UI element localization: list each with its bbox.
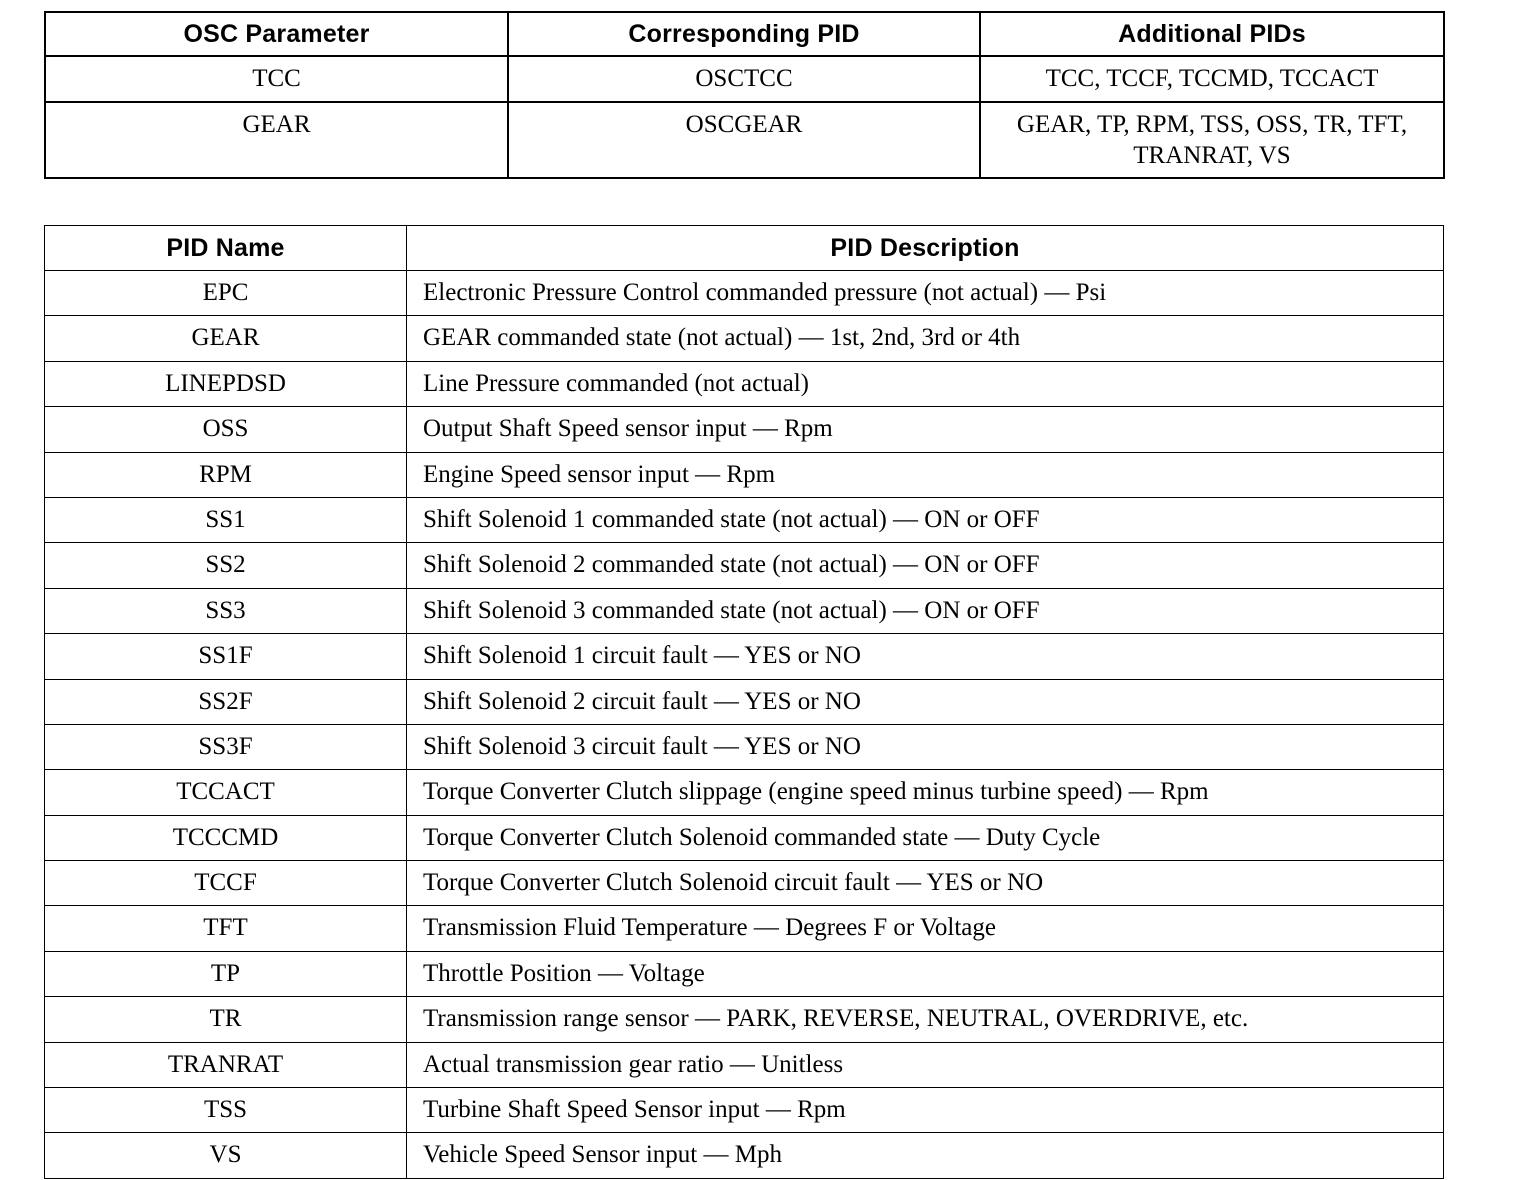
table-row: GEAR OSCGEAR GEAR, TP, RPM, TSS, OSS, TR…	[44, 101, 1445, 179]
column-header: PID Name	[44, 225, 407, 271]
table-row: SS2 Shift Solenoid 2 commanded state (not…	[44, 542, 1444, 589]
pid-description-cell: Shift Solenoid 2 circuit fault — YES or …	[406, 678, 1444, 725]
table-row: TSS Turbine Shaft Speed Sensor input — Rp…	[44, 1087, 1444, 1134]
pid-name-cell: LINEPDSD	[44, 360, 407, 408]
pid-name-cell: TR	[44, 996, 407, 1043]
pid-description-cell: Line Pressure commanded (not actual)	[406, 360, 1444, 408]
additional-pids-cell: GEAR, TP, RPM, TSS, OSS, TR, TFT, TRANRA…	[979, 101, 1445, 179]
table-row: TCCF Torque Converter Clutch Solenoid cir…	[44, 860, 1444, 907]
table-row: TP Throttle Position — Voltage	[44, 950, 1444, 998]
pid-name-cell: SS1	[44, 496, 407, 544]
pid-description-cell: Transmission range sensor — PARK, REVERS…	[406, 996, 1444, 1043]
table-row: TR Transmission range sensor — PARK, REVE…	[44, 996, 1444, 1043]
table-row: TRANRAT Actual transmission gear ratio — …	[44, 1041, 1444, 1089]
additional-pids-cell: TCC, TCCF, TCCMD, TCCACT	[979, 55, 1445, 103]
pid-description-cell: Shift Solenoid 3 commanded state (not ac…	[406, 587, 1444, 635]
pid-name-cell: TSS	[44, 1087, 407, 1134]
table-header-row: PID Name PID Description	[44, 225, 1444, 271]
table-row: TFT Transmission Fluid Temperature — Degr…	[44, 905, 1444, 952]
pid-description-cell: Shift Solenoid 1 commanded state (not ac…	[406, 496, 1444, 544]
column-header: OSC Parameter	[44, 11, 509, 57]
corresponding-pid-cell: OSCGEAR	[507, 101, 981, 179]
table-header-row: OSC Parameter Corresponding PID Addition…	[44, 11, 1445, 57]
pid-name-cell: TCCF	[44, 860, 407, 907]
osc-parameter-cell: GEAR	[44, 101, 509, 179]
pid-description-cell: Throttle Position — Voltage	[406, 950, 1444, 998]
pid-name-cell: EPC	[44, 269, 407, 317]
table-row: VS Vehicle Speed Sensor input — Mph	[44, 1132, 1444, 1179]
osc-parameter-table: OSC Parameter Corresponding PID Addition…	[44, 11, 1445, 179]
pid-name-cell: TCCACT	[44, 769, 407, 816]
pid-description-cell: Torque Converter Clutch Solenoid circuit…	[406, 860, 1444, 907]
pid-name-cell: SS2	[44, 542, 407, 589]
pid-description-cell: Turbine Shaft Speed Sensor input — Rpm	[406, 1087, 1444, 1134]
pid-description-cell: Engine Speed sensor input — Rpm	[406, 451, 1444, 498]
pid-description-cell: Shift Solenoid 2 commanded state (not ac…	[406, 542, 1444, 589]
pid-description-cell: Electronic Pressure Control commanded pr…	[406, 269, 1444, 317]
table-row: EPC Electronic Pressure Control commanded…	[44, 269, 1444, 317]
pid-description-cell: GEAR commanded state (not actual) — 1st,…	[406, 315, 1444, 362]
pid-name-cell: TRANRAT	[44, 1041, 407, 1089]
pid-name-cell: GEAR	[44, 315, 407, 362]
table-row: TCCACT Torque Converter Clutch slippage (…	[44, 769, 1444, 816]
pid-name-cell: VS	[44, 1132, 407, 1179]
column-header: Corresponding PID	[507, 11, 981, 57]
table-row: RPM Engine Speed sensor input — Rpm	[44, 451, 1444, 498]
pid-name-cell: SS1F	[44, 633, 407, 680]
pid-description-cell: Output Shaft Speed sensor input — Rpm	[406, 406, 1444, 453]
pid-description-cell: Vehicle Speed Sensor input — Mph	[406, 1132, 1444, 1179]
pid-name-cell: TFT	[44, 905, 407, 952]
pid-name-cell: SS2F	[44, 678, 407, 725]
pid-name-cell: TCCCMD	[44, 814, 407, 862]
pid-description-cell: Transmission Fluid Temperature — Degrees…	[406, 905, 1444, 952]
table-row: SS3 Shift Solenoid 3 commanded state (not…	[44, 587, 1444, 635]
table-row: SS1F Shift Solenoid 1 circuit fault — YES…	[44, 633, 1444, 680]
table-row: TCC OSCTCC TCC, TCCF, TCCMD, TCCACT	[44, 55, 1445, 103]
table-row: SS2F Shift Solenoid 2 circuit fault — YES…	[44, 678, 1444, 725]
table-row: SS3F Shift Solenoid 3 circuit fault — YES…	[44, 723, 1444, 771]
pid-description-cell: Actual transmission gear ratio — Unitles…	[406, 1041, 1444, 1089]
corresponding-pid-cell: OSCTCC	[507, 55, 981, 103]
table-row: LINEPDSD Line Pressure commanded (not act…	[44, 360, 1444, 408]
pid-name-cell: OSS	[44, 406, 407, 453]
column-header: Additional PIDs	[979, 11, 1445, 57]
table-row: OSS Output Shaft Speed sensor input — Rpm	[44, 406, 1444, 453]
pid-name-cell: SS3F	[44, 723, 407, 771]
pid-description-table: PID Name PID Description EPC Electronic P…	[44, 225, 1444, 1179]
pid-description-cell: Shift Solenoid 3 circuit fault — YES or …	[406, 723, 1444, 771]
table-row: SS1 Shift Solenoid 1 commanded state (not…	[44, 496, 1444, 544]
pid-description-cell: Torque Converter Clutch slippage (engine…	[406, 769, 1444, 816]
osc-parameter-cell: TCC	[44, 55, 509, 103]
table-row: GEAR GEAR commanded state (not actual) — …	[44, 315, 1444, 362]
pid-name-cell: SS3	[44, 587, 407, 635]
table-row: TCCCMD Torque Converter Clutch Solenoid c…	[44, 814, 1444, 862]
pid-description-cell: Shift Solenoid 1 circuit fault — YES or …	[406, 633, 1444, 680]
pid-name-cell: RPM	[44, 451, 407, 498]
pid-name-cell: TP	[44, 950, 407, 998]
column-header: PID Description	[406, 225, 1444, 271]
pid-description-cell: Torque Converter Clutch Solenoid command…	[406, 814, 1444, 862]
